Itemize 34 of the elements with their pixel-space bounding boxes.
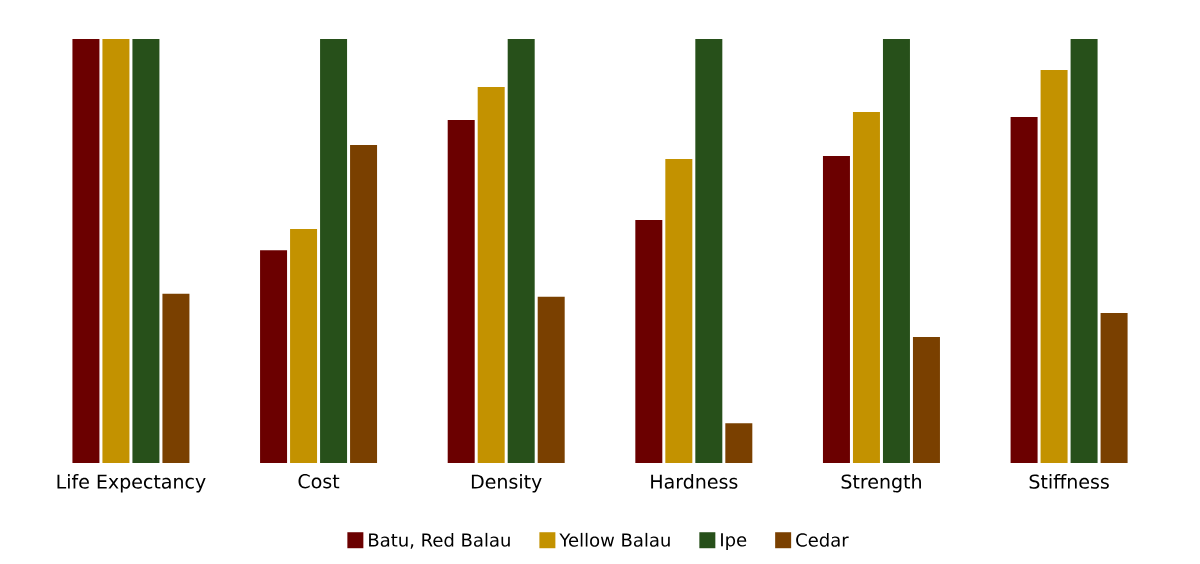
bar: [477, 86, 505, 464]
x-tick-label: Hardness: [651, 474, 738, 489]
x-tick-label: Stiffness: [1029, 474, 1109, 489]
bar: [102, 39, 130, 464]
legend-label: Batu, Red Balau: [369, 532, 510, 549]
bar: [290, 228, 318, 464]
x-tick-label: Density: [471, 474, 542, 493]
legend-label: Yellow Balau: [559, 532, 670, 547]
bar: [350, 145, 378, 464]
bar: [507, 39, 535, 464]
bar: [852, 111, 880, 464]
bar: [822, 156, 850, 464]
bar: [665, 159, 693, 464]
bar: [1040, 69, 1068, 464]
bar: [320, 39, 348, 464]
bar: [537, 296, 565, 464]
legend-label: Cedar: [796, 532, 849, 547]
bar: [260, 250, 288, 464]
x-tick-label: Life Expectancy: [57, 474, 206, 493]
bar: [695, 39, 723, 464]
bar: [725, 423, 753, 464]
x-tick-label: Strength: [841, 474, 921, 493]
bar: [1070, 39, 1098, 464]
bar: [72, 39, 100, 464]
x-tick-label: Cost: [298, 474, 340, 489]
bar: [162, 293, 190, 464]
bar: [1010, 117, 1038, 464]
bar: [132, 39, 160, 464]
bar: [635, 220, 663, 464]
bar: [1100, 312, 1128, 464]
bar: [882, 39, 910, 464]
legend-label: Ipe: [721, 533, 747, 551]
bar: [912, 337, 940, 464]
bar: [447, 119, 475, 464]
